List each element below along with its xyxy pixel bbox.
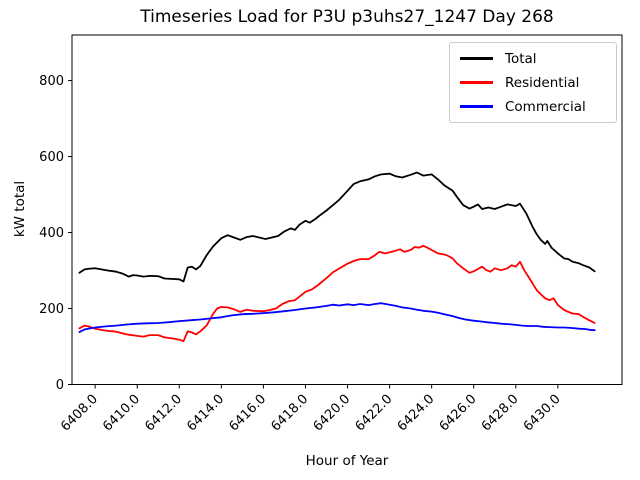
y-tick-label: 0 — [56, 378, 64, 393]
legend-entry-commercial: Commercial — [460, 98, 606, 115]
x-tick-label: 6418.0 — [269, 392, 312, 435]
legend: Total Residential Commercial — [449, 42, 617, 123]
legend-entry-residential: Residential — [460, 74, 606, 91]
x-tick-label: 6426.0 — [437, 392, 480, 435]
series-line-commercial — [78, 302, 596, 334]
y-axis-label: kW total — [12, 180, 28, 238]
x-tick-label: 6416.0 — [226, 392, 269, 435]
x-tick-label: 6412.0 — [142, 392, 185, 435]
x-tick-label: 6428.0 — [479, 392, 522, 435]
legend-label: Commercial — [505, 98, 586, 115]
x-axis-label: Hour of Year — [305, 453, 389, 469]
x-tick-label: 6420.0 — [311, 392, 354, 435]
x-tick-label: 6422.0 — [353, 392, 396, 435]
x-tick-label: 6410.0 — [100, 392, 143, 435]
chart-title: Timeseries Load for P3U p3uhs27_1247 Day… — [140, 7, 554, 27]
axes-frame — [71, 34, 623, 385]
x-tick-label: 6424.0 — [395, 392, 438, 435]
legend-line-icon — [460, 57, 493, 60]
x-tick-label: 6414.0 — [184, 392, 227, 435]
series-line-total — [78, 171, 596, 283]
legend-line-icon — [460, 105, 493, 108]
y-tick-label: 600 — [39, 150, 64, 165]
y-tick-label: 200 — [39, 302, 64, 317]
series-line-residential — [78, 244, 596, 343]
legend-label: Total — [505, 50, 537, 67]
y-tick-label: 400 — [39, 226, 64, 241]
y-tick-label: 800 — [39, 74, 64, 89]
legend-entry-total: Total — [460, 50, 606, 67]
legend-label: Residential — [505, 74, 580, 91]
x-tick-label: 6430.0 — [521, 392, 564, 435]
legend-line-icon — [460, 81, 493, 84]
x-tick-label: 6408.0 — [58, 392, 101, 435]
